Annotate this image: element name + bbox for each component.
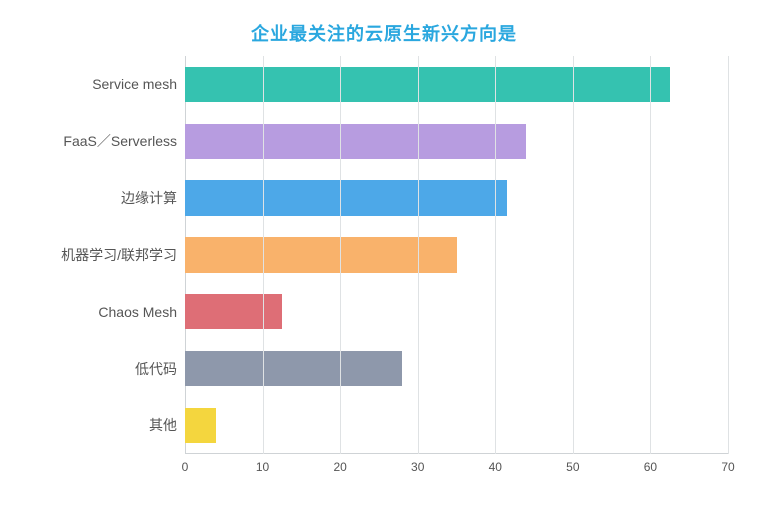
gridline — [573, 56, 574, 454]
x-tick-label: 50 — [566, 460, 579, 474]
bar-row: 边缘计算 — [185, 170, 728, 227]
y-category-label: 其他 — [149, 415, 185, 435]
x-tick-label: 0 — [182, 460, 189, 474]
bar — [185, 408, 216, 443]
bar-row: FaaS／Serverless — [185, 113, 728, 170]
bar — [185, 237, 457, 272]
y-category-label: Service mesh — [92, 76, 185, 92]
bar-row: 低代码 — [185, 340, 728, 397]
bar — [185, 124, 526, 159]
bar — [185, 67, 670, 102]
bar — [185, 351, 402, 386]
bar — [185, 294, 282, 329]
bar-row: Chaos Mesh — [185, 283, 728, 340]
gridline — [650, 56, 651, 454]
gridline — [340, 56, 341, 454]
plot-area: Service meshFaaS／Serverless边缘计算机器学习/联邦学习… — [185, 56, 728, 454]
gridline — [495, 56, 496, 454]
y-category-label: 边缘计算 — [121, 188, 185, 208]
y-category-label: Chaos Mesh — [98, 304, 185, 320]
x-tick-label: 10 — [256, 460, 269, 474]
chart-title: 企业最关注的云原生新兴方向是 — [0, 20, 768, 46]
bar-row: 机器学习/联邦学习 — [185, 227, 728, 284]
chart-area: Service meshFaaS／Serverless边缘计算机器学习/联邦学习… — [0, 56, 768, 486]
gridline — [728, 56, 729, 454]
y-category-label: 机器学习/联邦学习 — [61, 245, 185, 265]
x-tick-label: 30 — [411, 460, 424, 474]
gridline — [418, 56, 419, 454]
y-category-label: FaaS／Serverless — [63, 131, 185, 151]
x-tick-label: 60 — [644, 460, 657, 474]
bars-container: Service meshFaaS／Serverless边缘计算机器学习/联邦学习… — [185, 56, 728, 454]
y-category-label: 低代码 — [135, 359, 185, 379]
gridline — [263, 56, 264, 454]
x-tick-label: 20 — [333, 460, 346, 474]
bar-row: 其他 — [185, 397, 728, 454]
x-tick-label: 40 — [489, 460, 502, 474]
bar — [185, 180, 507, 215]
bar-row: Service mesh — [185, 56, 728, 113]
x-tick-label: 70 — [721, 460, 734, 474]
